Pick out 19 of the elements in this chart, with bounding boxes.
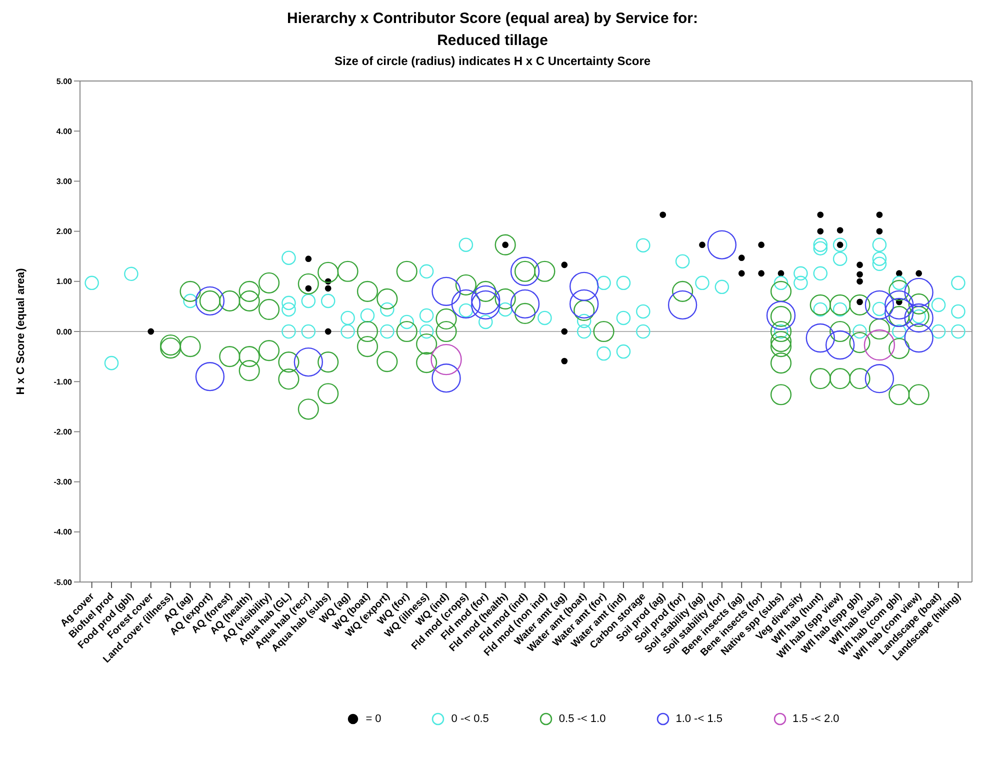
chart-subtitle: Size of circle (radius) indicates H x C Uncertainty Score (333, 54, 652, 68)
y-tick-label: 3.00 (56, 177, 73, 186)
legend-label: = 0 (366, 713, 382, 725)
y-tick-label: 0.00 (56, 327, 73, 336)
legend-label: 1.5 -< 2.0 (792, 713, 840, 725)
legend-label: 1.0 -< 1.5 (676, 713, 722, 725)
y-tick-label: -2.00 (54, 428, 73, 437)
y-tick-label: -4.00 (54, 528, 73, 537)
y-tick-label: 2.00 (56, 227, 73, 236)
y-tick-label: -5.00 (54, 578, 73, 587)
y-tick-label: -1.00 (54, 377, 73, 386)
y-tick-label: 5.00 (56, 76, 73, 86)
y-tick-label: 1.00 (56, 277, 73, 286)
y-tick-label: 4.00 (56, 126, 73, 136)
chart-title: Hierarchy x Contributor Score (equal area) by Service for: Reduced tillage (286, 9, 699, 51)
y-axis-title: H x C Score (equal area) (14, 268, 27, 395)
legend-label: 0 -< 0.5 (451, 713, 489, 725)
y-tick-label: -3.00 (54, 478, 73, 487)
legend-label: 0.5 -< 1.0 (558, 713, 606, 725)
